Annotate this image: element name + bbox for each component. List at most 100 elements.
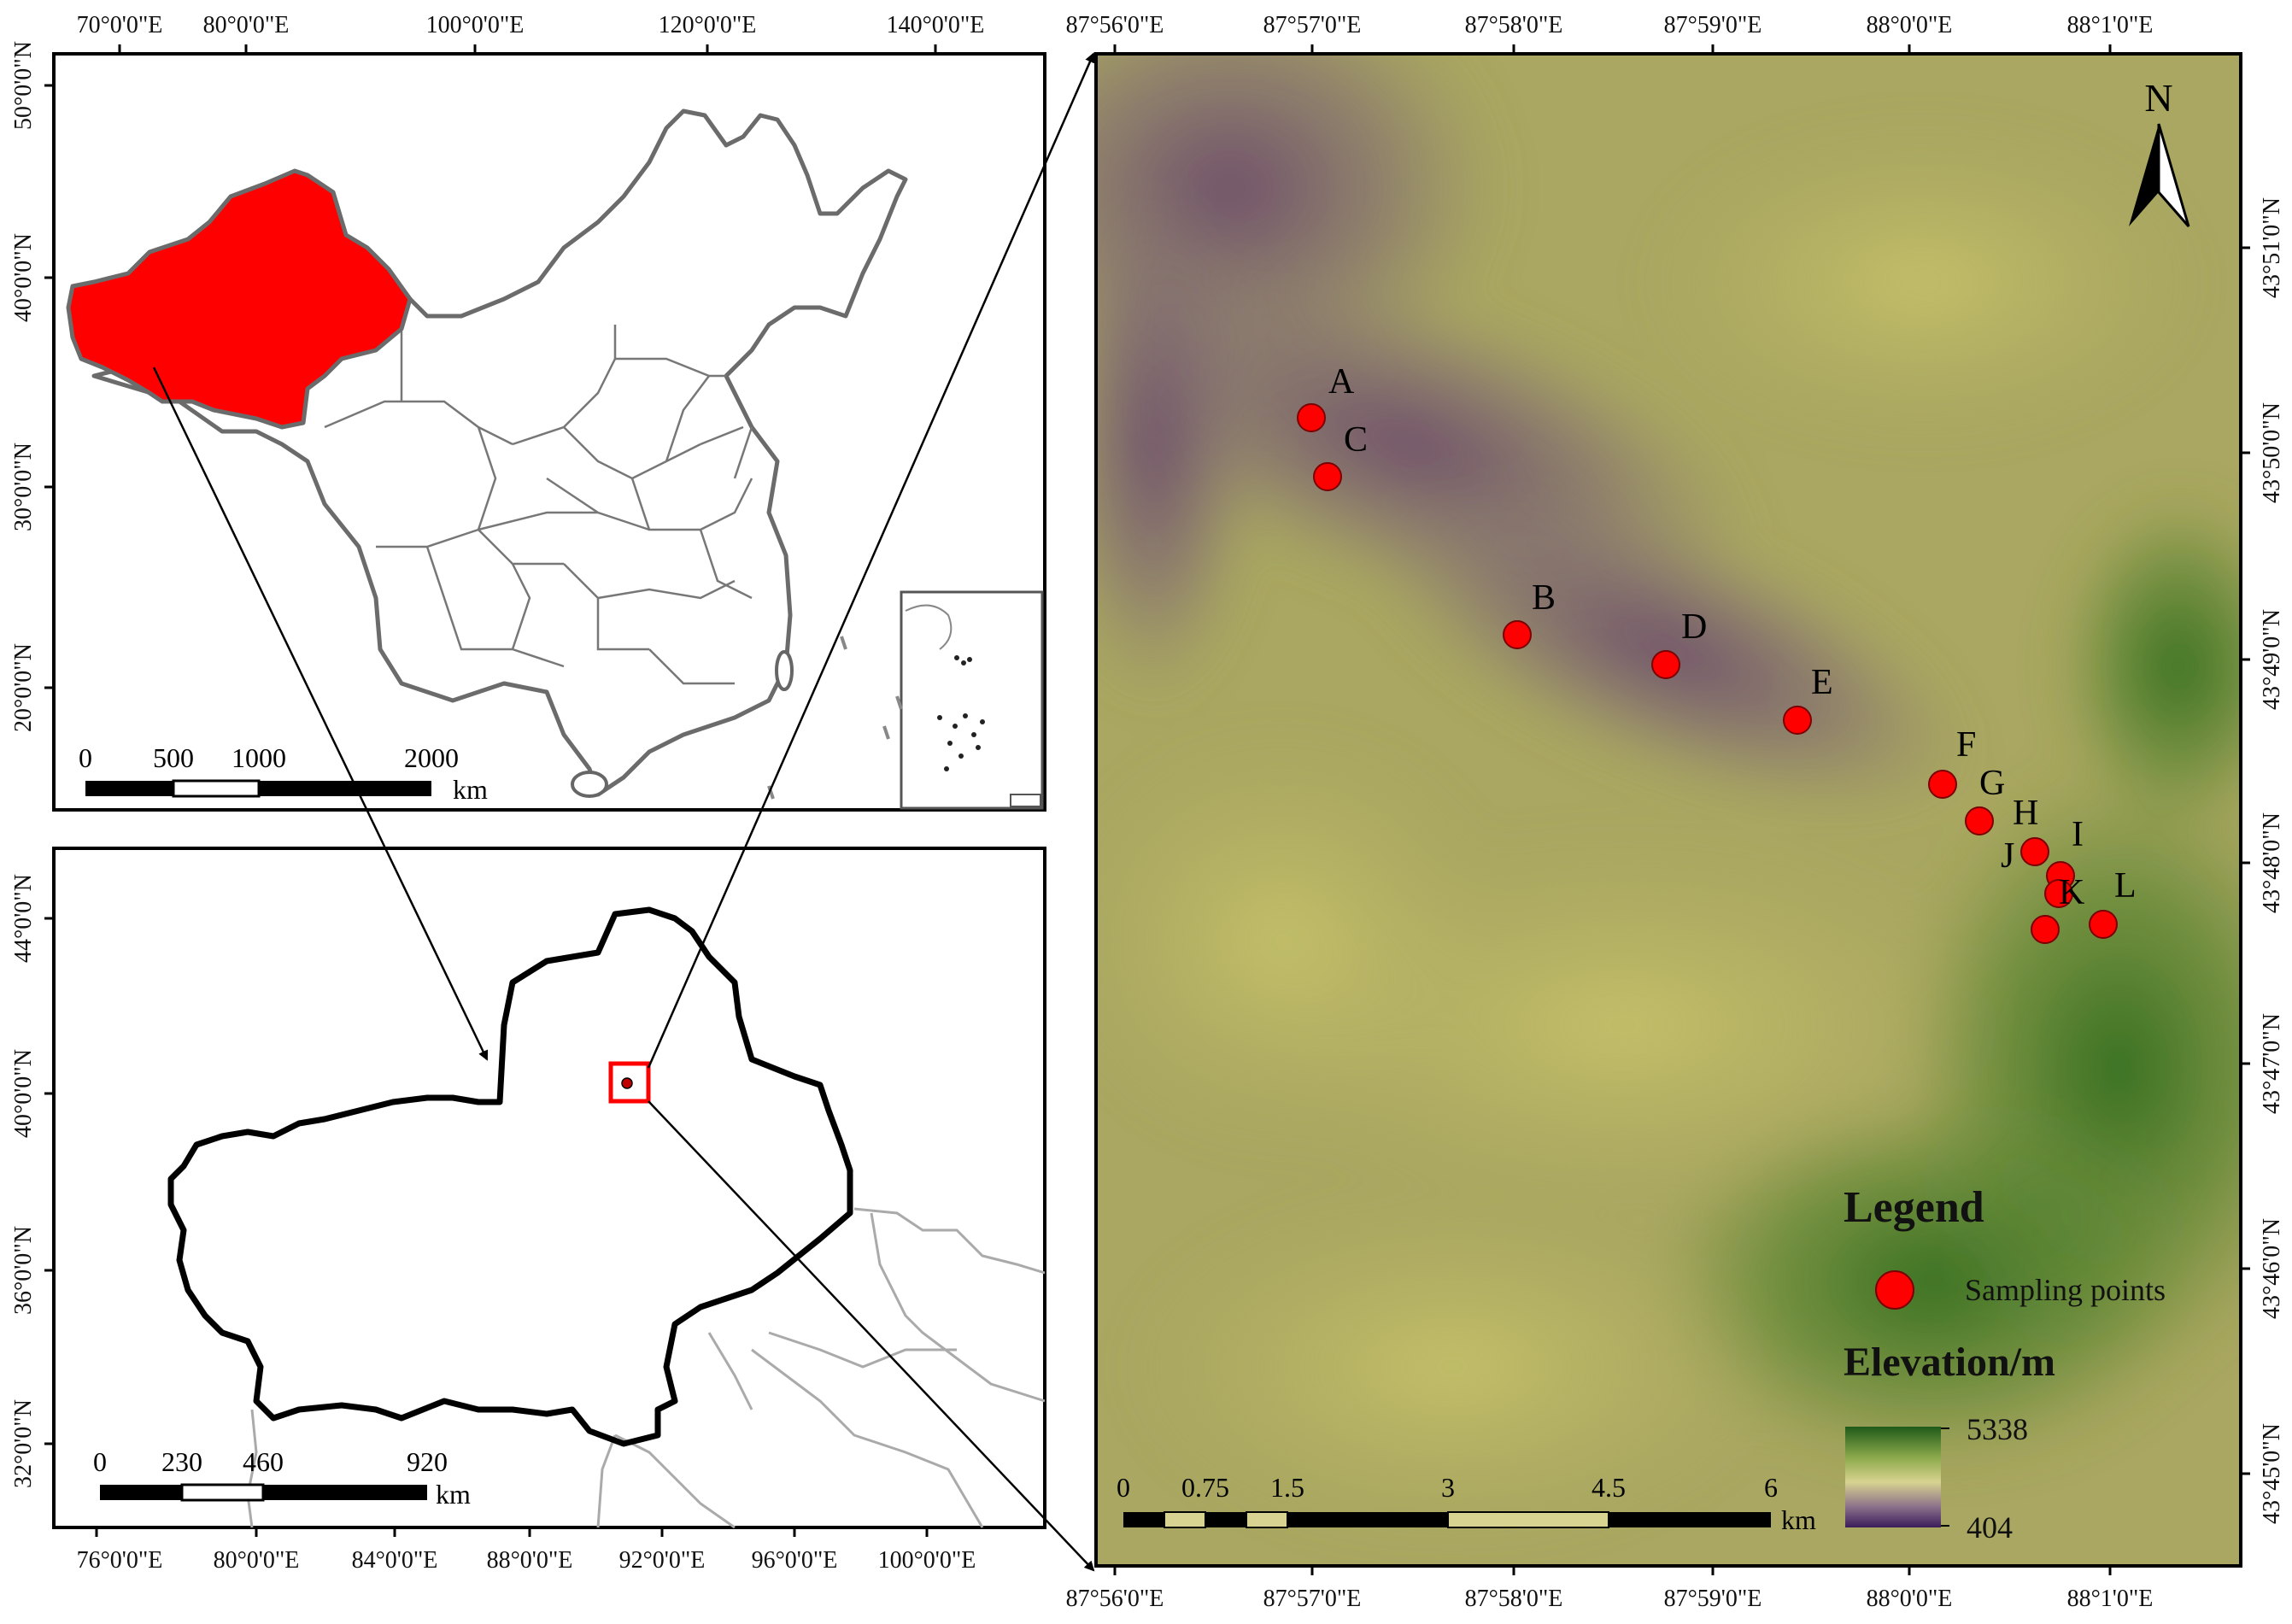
elevation-raster [1096, 54, 2241, 1566]
sampling-point-A [1297, 403, 1326, 432]
legend-point-label: Sampling points [1965, 1273, 2166, 1307]
point-label-L: L [2114, 866, 2137, 906]
study-area-box [608, 1061, 651, 1104]
xinjiang-left-tick-3: 32°0'0"N [10, 1399, 37, 1488]
taiwan-outline [775, 650, 794, 691]
sampling-labels: A C B D E F G H I J K L [1328, 362, 2137, 912]
xinjiang-left-tick-1: 40°0'0"N [10, 1049, 37, 1138]
xinjiang-scale-460: 460 [243, 1446, 284, 1477]
study-right-tickmarks [2241, 246, 2250, 1475]
point-label-K: K [2059, 873, 2084, 912]
north-arrow-icon [2129, 123, 2190, 227]
study-right-tick-3: 43°48'0"N [2259, 812, 2285, 913]
point-label-C: C [1344, 420, 1368, 460]
sampling-point-L [2089, 910, 2118, 939]
china-scale-2000: 2000 [404, 742, 459, 773]
legend-title: Legend [1844, 1183, 1984, 1232]
arrow-box-to-study-top [647, 52, 1095, 1069]
study-bottom-tick-5: 88°1'0"E [2067, 1586, 2154, 1612]
north-label: N [2144, 76, 2172, 120]
point-label-B: B [1532, 578, 1556, 618]
china-scale-500: 500 [153, 742, 194, 773]
china-left-tick-2: 30°0'0"N [10, 443, 37, 531]
sampling-point-E [1783, 706, 1812, 735]
china-left-tick-3: 20°0'0"N [10, 643, 37, 732]
study-scale-bar [1123, 1511, 1771, 1528]
sampling-point-J [2044, 879, 2073, 908]
study-right-tick-0: 43°51'0"N [2259, 197, 2285, 298]
xinjiang-left-tick-0: 44°0'0"N [10, 874, 37, 963]
study-area-dot [621, 1077, 633, 1089]
legend-elevation-title: Elevation/m [1844, 1340, 2055, 1385]
point-label-A: A [1328, 362, 1355, 402]
south-china-sea-inset [900, 590, 1044, 810]
china-top-tick-0: 70°0'0"E [77, 12, 163, 38]
connector-arrows [152, 52, 1095, 1572]
study-scale-unit: km [1781, 1504, 1816, 1535]
study-top-tick-5: 88°1'0"E [2067, 12, 2154, 38]
xinjiang-bottom-tick-3: 88°0'0"E [487, 1547, 573, 1574]
elevation-ramp [1845, 1427, 1941, 1527]
study-top-tick-3: 87°59'0"E [1664, 12, 1762, 38]
study-right-tick-2: 43°49'0"N [2259, 609, 2285, 710]
xinjiang-bottom-tick-5: 96°0'0"E [752, 1547, 838, 1574]
elevation-max: 5338 [1967, 1412, 2028, 1446]
study-top-tickmarks [1113, 44, 2112, 54]
study-panel: 87°56'0"E 87°57'0"E 87°58'0"E 87°59'0"E … [1066, 12, 2285, 1612]
neighbor-boundaries [246, 1207, 1046, 1529]
point-label-D: D [1681, 607, 1707, 647]
study-top-tick-1: 87°57'0"E [1263, 12, 1362, 38]
arrow-box-to-study-bottom [648, 1100, 1095, 1572]
xinjiang-bottom-tickmarks [95, 1527, 929, 1537]
nine-dash-marks [767, 636, 903, 800]
point-label-E: E [1811, 663, 1833, 702]
study-right-tick-4: 43°47'0"N [2259, 1013, 2285, 1114]
study-scale-075: 0.75 [1181, 1472, 1229, 1503]
china-panel: 70°0'0"E 80°0'0"E 100°0'0"E 120°0'0"E 14… [10, 12, 1046, 812]
sampling-points [1297, 403, 2118, 944]
china-scale-0: 0 [79, 742, 92, 773]
study-bottom-tick-3: 87°59'0"E [1664, 1586, 1762, 1612]
study-scale-3: 3 [1441, 1472, 1455, 1503]
sampling-point-B [1503, 620, 1532, 649]
sampling-point-C [1313, 462, 1342, 491]
china-scale-unit: km [453, 774, 488, 805]
xinjiang-left-tick-2: 36°0'0"N [10, 1226, 37, 1315]
china-left-tick-0: 50°0'0"N [10, 41, 37, 130]
china-top-tick-1: 80°0'0"E [203, 12, 290, 38]
china-left-tick-1: 40°0'0"N [10, 233, 37, 322]
point-label-J: J [2001, 836, 2014, 876]
study-bottom-tick-0: 87°56'0"E [1066, 1586, 1164, 1612]
sampling-point-K [2031, 915, 2060, 944]
study-scale-15: 1.5 [1270, 1472, 1304, 1503]
xinjiang-bottom-tick-6: 100°0'0"E [878, 1547, 976, 1574]
study-top-tick-4: 88°0'0"E [1867, 12, 1953, 38]
study-scale-6: 6 [1764, 1472, 1778, 1503]
study-scale-45: 4.5 [1592, 1472, 1626, 1503]
xinjiang-panel: 76°0'0"E 80°0'0"E 84°0'0"E 88°0'0"E 92°0… [10, 847, 1046, 1574]
sampling-point-F [1928, 770, 1957, 799]
legend: Legend Sampling points Elevation/m 5338 … [1844, 1183, 2166, 1545]
arrow-china-to-xinjiang [152, 366, 489, 1061]
point-label-G: G [1979, 764, 2005, 803]
study-right-tick-5: 43°46'0"N [2259, 1218, 2285, 1319]
study-right-tick-6: 43°45'0"N [2259, 1423, 2285, 1524]
china-top-tick-2: 100°0'0"E [426, 12, 525, 38]
study-bottom-tickmarks [1113, 1566, 2112, 1575]
point-label-H: H [2013, 794, 2038, 833]
xinjiang-outline [167, 906, 853, 1447]
study-scale-0: 0 [1117, 1472, 1130, 1503]
xinjiang-bottom-tick-0: 76°0'0"E [77, 1547, 163, 1574]
study-frame [1094, 52, 2242, 1568]
province-lines [324, 325, 753, 685]
xinjiang-scale-230: 230 [161, 1446, 202, 1477]
inset-coast [905, 604, 953, 650]
study-right-tick-1: 43°50'0"N [2259, 402, 2285, 503]
sampling-point-D [1651, 650, 1680, 679]
legend-point-symbol [1875, 1270, 1914, 1310]
china-outline [91, 108, 908, 797]
inset-corner-box [1010, 794, 1041, 807]
xinjiang-bottom-tick-1: 80°0'0"E [214, 1547, 300, 1574]
xinjiang-scale-920: 920 [407, 1446, 448, 1477]
